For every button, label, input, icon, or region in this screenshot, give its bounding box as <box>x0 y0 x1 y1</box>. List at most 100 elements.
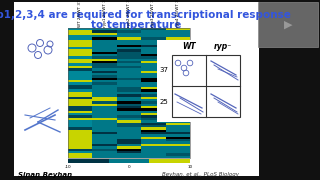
Bar <box>117 49 141 52</box>
Bar <box>117 28 141 30</box>
Bar <box>141 64 166 66</box>
Bar <box>117 127 141 130</box>
Bar <box>68 159 109 163</box>
Bar <box>68 127 92 130</box>
Bar <box>141 52 166 54</box>
Bar <box>166 111 190 113</box>
Bar <box>117 54 141 56</box>
Bar <box>92 108 117 111</box>
Bar <box>117 52 141 54</box>
Bar <box>92 80 117 82</box>
Bar <box>141 42 166 44</box>
Bar <box>92 115 117 118</box>
Bar <box>117 78 141 80</box>
Bar <box>92 64 117 66</box>
Bar <box>141 73 166 75</box>
Bar <box>166 61 190 64</box>
Bar <box>172 55 240 117</box>
Bar <box>92 92 117 94</box>
Bar <box>68 33 92 35</box>
Bar <box>92 123 117 125</box>
Bar <box>92 61 117 64</box>
Bar <box>68 28 190 158</box>
Bar <box>117 94 141 96</box>
Bar <box>166 54 190 56</box>
Bar <box>92 30 117 33</box>
Bar <box>141 49 166 52</box>
Text: Ryp1,2,3,4 are required for transcriptional response: Ryp1,2,3,4 are required for transcriptio… <box>0 10 291 20</box>
Bar <box>92 54 117 56</box>
Bar <box>117 44 141 47</box>
Bar <box>166 85 190 87</box>
Bar <box>166 134 190 137</box>
Bar <box>92 87 117 89</box>
Bar <box>166 37 190 40</box>
Bar <box>117 144 141 146</box>
Bar <box>92 44 117 47</box>
Bar <box>166 59 190 61</box>
Bar <box>166 125 190 127</box>
Bar <box>92 113 117 115</box>
Bar <box>166 106 190 108</box>
Bar <box>68 101 92 104</box>
Bar <box>92 56 117 59</box>
Bar <box>166 75 190 78</box>
Bar <box>117 89 141 92</box>
Bar <box>141 92 166 94</box>
Bar <box>117 61 141 64</box>
Text: ryp1 25/WT 37: ryp1 25/WT 37 <box>103 0 107 27</box>
Text: Sinan Beyhan: Sinan Beyhan <box>18 172 72 178</box>
Bar <box>117 30 141 33</box>
Text: 0: 0 <box>128 165 130 169</box>
Bar <box>68 35 92 37</box>
Bar <box>166 141 190 144</box>
Text: ryp3 25/WT 37: ryp3 25/WT 37 <box>151 0 156 27</box>
Bar <box>166 153 190 156</box>
Bar <box>166 148 190 151</box>
Bar <box>92 59 117 61</box>
Bar <box>68 49 92 52</box>
Bar <box>141 68 166 71</box>
Bar <box>117 132 141 134</box>
Bar <box>92 151 117 153</box>
Bar <box>117 101 141 104</box>
Bar <box>92 75 117 78</box>
Bar <box>117 59 141 61</box>
Bar <box>141 33 166 35</box>
Bar <box>141 94 166 96</box>
Bar <box>166 68 190 71</box>
Bar <box>117 141 141 144</box>
Bar <box>166 92 190 94</box>
Bar <box>92 37 117 40</box>
Bar <box>117 68 141 71</box>
Bar <box>68 123 92 125</box>
Bar <box>117 120 141 123</box>
Bar <box>117 64 141 66</box>
Bar <box>141 137 166 139</box>
Bar <box>117 130 141 132</box>
Bar <box>166 137 190 139</box>
Bar <box>141 61 166 64</box>
Bar <box>166 52 190 54</box>
Bar <box>117 47 141 49</box>
Bar <box>166 120 190 123</box>
Bar <box>68 92 92 94</box>
Bar <box>68 111 92 113</box>
Bar <box>92 99 117 101</box>
Bar <box>68 115 92 118</box>
Bar <box>92 141 117 144</box>
Bar <box>68 151 92 153</box>
Bar <box>68 59 92 61</box>
Text: Beyhan, et al., PLoS Biology: Beyhan, et al., PLoS Biology <box>162 172 238 177</box>
Bar <box>166 56 190 59</box>
Bar <box>141 146 166 148</box>
Bar <box>141 75 166 78</box>
Bar <box>68 141 92 144</box>
Bar <box>117 156 141 158</box>
Bar <box>141 78 166 80</box>
Bar <box>141 99 166 101</box>
Bar <box>92 148 117 151</box>
Bar <box>166 108 190 111</box>
Bar <box>68 61 92 64</box>
Bar <box>166 82 190 85</box>
